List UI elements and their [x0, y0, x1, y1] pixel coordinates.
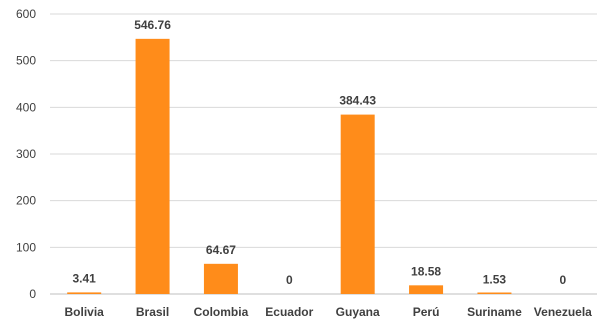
- category-label-suriname: Suriname: [467, 305, 522, 319]
- data-label-guyana: 384.43: [339, 94, 376, 108]
- y-tick-label: 400: [16, 100, 36, 114]
- y-axis-ticks: 0 100 200 300 400 500 600: [16, 7, 36, 301]
- data-label-bolivia: 3.41: [73, 271, 97, 285]
- category-label-venezuela: Venezuela: [534, 305, 592, 319]
- x-axis-labels: Bolivia Brasil Colombia Ecuador Guyana Perú Su…: [65, 305, 593, 319]
- data-label-brasil: 546.76: [134, 18, 171, 32]
- category-label-bolivia: Bolivia: [65, 305, 105, 319]
- bar-colombia: [203, 263, 238, 294]
- bar-perú: [409, 285, 444, 294]
- y-tick-label: 600: [16, 7, 36, 21]
- data-label-ecuador: 0: [286, 273, 293, 287]
- y-tick-label: 300: [16, 147, 36, 161]
- bars: [67, 38, 512, 294]
- data-label-colombia: 64.67: [206, 243, 236, 257]
- data-label-perú: 18.58: [411, 264, 441, 278]
- data-label-venezuela: 0: [559, 273, 566, 287]
- gridlines: [50, 13, 597, 295]
- bar-brasil: [135, 38, 170, 294]
- bar-suriname: [477, 292, 512, 294]
- data-labels: 3.41 546.76 64.67 0 384.43 18.58 1.53 0: [73, 18, 567, 287]
- data-label-suriname: 1.53: [483, 272, 507, 286]
- bar-bolivia: [67, 292, 102, 294]
- y-tick-label: 0: [29, 287, 36, 301]
- y-tick-label: 100: [16, 240, 36, 254]
- y-tick-label: 500: [16, 54, 36, 68]
- y-tick-label: 200: [16, 194, 36, 208]
- category-label-colombia: Colombia: [194, 305, 249, 319]
- category-label-brasil: Brasil: [136, 305, 169, 319]
- category-label-perú: Perú: [413, 305, 440, 319]
- category-label-guyana: Guyana: [336, 305, 380, 319]
- category-label-ecuador: Ecuador: [265, 305, 313, 319]
- bar-guyana: [340, 114, 375, 294]
